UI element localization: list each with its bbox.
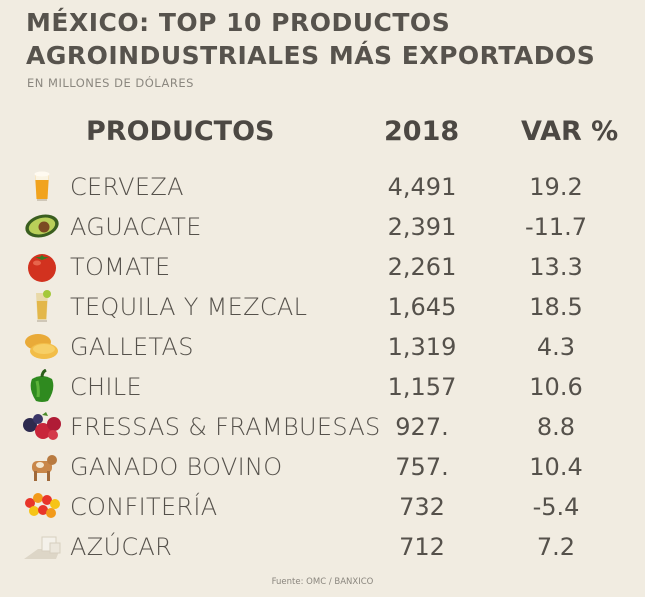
product-name: FRESSAS & FRAMBUESAS	[70, 413, 381, 441]
column-header-products: PRODUCTOS	[86, 116, 275, 147]
table-row: AZÚCAR 712 7.2	[0, 527, 645, 567]
table-row: FRESSAS & FRAMBUESAS 927. 8.8	[0, 407, 645, 447]
chart-subtitle: EN MILLONES DE DÓLARES	[27, 76, 194, 90]
cookies-icon	[20, 329, 64, 363]
cow-icon	[20, 449, 64, 483]
berries-icon	[20, 409, 64, 443]
table-row: TOMATE 2,261 13.3	[0, 247, 645, 287]
product-name: AZÚCAR	[70, 533, 173, 561]
variation-percent: 8.8	[536, 413, 576, 441]
chart-title: MÉXICO: TOP 10 PRODUCTOS AGROINDUSTRIALE…	[26, 8, 596, 70]
export-value-2018: 1,645	[387, 293, 457, 321]
sugar-icon	[20, 529, 64, 563]
product-name: CHILE	[70, 373, 142, 401]
export-value-2018: 732	[399, 493, 445, 521]
variation-percent: 10.6	[529, 373, 583, 401]
beer-icon	[20, 169, 64, 203]
source-note: Fuente: OMC / BANXICO	[271, 577, 374, 587]
variation-percent: 13.3	[529, 253, 583, 281]
variation-percent: 10.4	[529, 453, 583, 481]
product-name: CERVEZA	[70, 173, 184, 201]
variation-percent: -5.4	[532, 493, 580, 521]
export-value-2018: 1,319	[387, 333, 457, 361]
variation-percent: 18.5	[529, 293, 583, 321]
product-name: GANADO BOVINO	[70, 453, 283, 481]
tomato-icon	[20, 249, 64, 283]
variation-percent: 7.2	[536, 533, 576, 561]
table-row: AGUACATE 2,391 -11.7	[0, 207, 645, 247]
variation-percent: 4.3	[536, 333, 576, 361]
table-row: TEQUILA Y MEZCAL 1,645 18.5	[0, 287, 645, 327]
export-value-2018: 927.	[395, 413, 449, 441]
column-header-variation: VAR %	[521, 116, 619, 147]
pepper-icon	[20, 368, 64, 403]
product-name: AGUACATE	[70, 213, 202, 241]
product-name: TEQUILA Y MEZCAL	[70, 293, 308, 321]
column-header-year: 2018	[384, 116, 460, 147]
product-name: CONFITERÍA	[70, 493, 218, 521]
export-value-2018: 757.	[395, 453, 449, 481]
candy-icon	[20, 489, 64, 523]
table-row: CHILE 1,157 10.6	[0, 367, 645, 407]
export-value-2018: 2,261	[387, 253, 457, 281]
avocado-icon	[20, 209, 64, 243]
product-name: GALLETAS	[70, 333, 194, 361]
export-value-2018: 2,391	[387, 213, 457, 241]
export-value-2018: 4,491	[387, 173, 457, 201]
export-value-2018: 1,157	[387, 373, 457, 401]
table-row: CERVEZA 4,491 19.2	[0, 167, 645, 207]
tequila-icon	[20, 289, 64, 323]
product-name: TOMATE	[70, 253, 171, 281]
variation-percent: 19.2	[529, 173, 583, 201]
table-row: GANADO BOVINO 757. 10.4	[0, 447, 645, 487]
export-value-2018: 712	[399, 533, 445, 561]
variation-percent: -11.7	[524, 213, 588, 241]
table-row: CONFITERÍA 732 -5.4	[0, 487, 645, 527]
table-row: GALLETAS 1,319 4.3	[0, 327, 645, 367]
